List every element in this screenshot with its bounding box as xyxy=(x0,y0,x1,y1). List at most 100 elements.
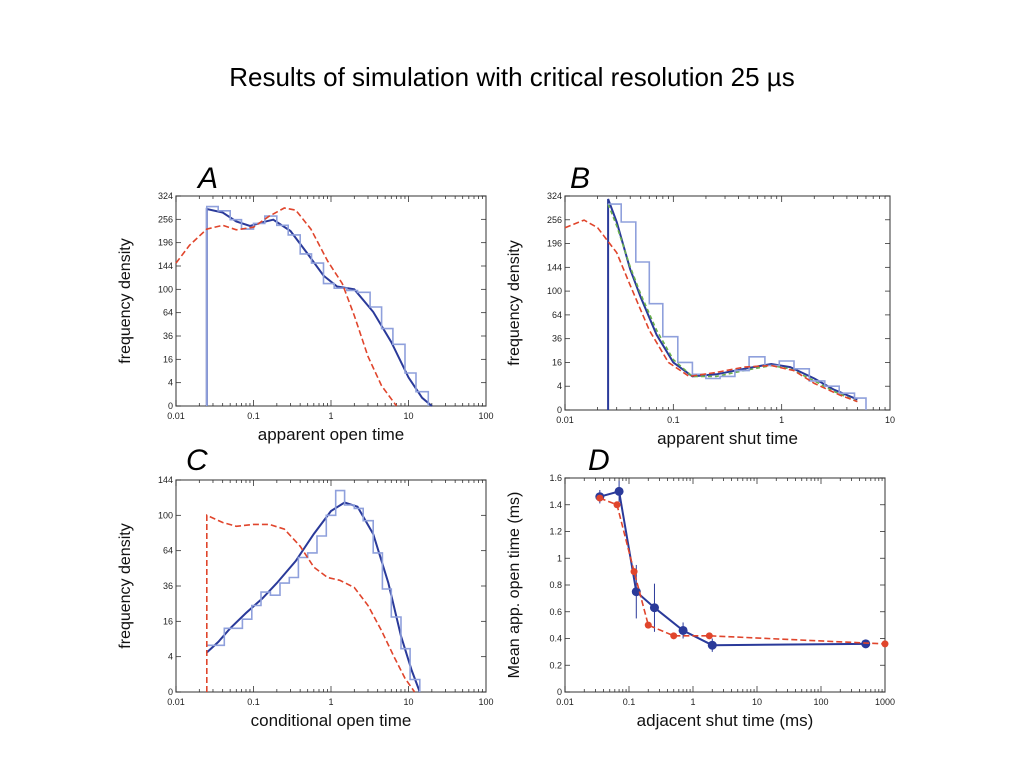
y-tick-label: 1.2 xyxy=(549,527,562,537)
y-tick-label: 0.6 xyxy=(549,607,562,617)
y-tick-label: 0 xyxy=(557,687,562,697)
y-axis-label: frequency density xyxy=(506,240,523,365)
y-tick-label: 4 xyxy=(168,378,173,388)
y-tick-label: 196 xyxy=(547,239,562,249)
y-tick-label: 0 xyxy=(168,401,173,411)
x-axis-label: conditional open time xyxy=(251,711,412,730)
y-tick-label: 0.4 xyxy=(549,634,562,644)
series-ideal xyxy=(564,219,858,403)
x-axis-label: adjacent shut time (ms) xyxy=(637,711,814,730)
x-axis-label: apparent shut time xyxy=(657,429,798,448)
data-point xyxy=(631,587,641,597)
data-point xyxy=(707,640,717,650)
panel-b: B0.01 0.1 1 1004163664100144196256324appare… xyxy=(506,162,895,448)
x-tick-label: 0.01 xyxy=(556,415,574,425)
y-tick-label: 64 xyxy=(163,308,173,318)
y-axis-label: frequency density xyxy=(117,238,134,363)
y-tick-label: 1.6 xyxy=(549,473,562,483)
data-point xyxy=(861,639,871,649)
data-point xyxy=(881,640,889,648)
x-tick-label: 100 xyxy=(478,411,493,421)
x-tick-label: 10 xyxy=(752,697,762,707)
y-tick-label: 324 xyxy=(158,191,173,201)
y-tick-label: 256 xyxy=(158,214,173,224)
x-tick-label: 10 xyxy=(403,411,413,421)
series-green xyxy=(607,203,858,403)
x-tick-label: 0.01 xyxy=(167,697,185,707)
data-point xyxy=(705,632,713,640)
y-tick-label: 1 xyxy=(557,553,562,563)
y-tick-label: 64 xyxy=(163,546,173,556)
y-tick-label: 4 xyxy=(557,381,562,391)
y-tick-label: 100 xyxy=(547,286,562,296)
x-tick-label: 0.1 xyxy=(247,411,260,421)
y-tick-label: 144 xyxy=(547,262,562,272)
series-fit xyxy=(599,490,866,647)
y-tick-label: 144 xyxy=(158,475,173,485)
series-fit xyxy=(205,207,433,407)
y-tick-label: 144 xyxy=(158,261,173,271)
y-tick-label: 16 xyxy=(163,616,173,626)
y-tick-label: 0 xyxy=(557,405,562,415)
x-tick-label: 1 xyxy=(328,697,333,707)
y-tick-label: 0.8 xyxy=(549,580,562,590)
y-tick-label: 4 xyxy=(168,652,173,662)
data-point xyxy=(613,501,621,509)
panel-d: D 0.01 0.1 1 10 100 1000 0 0.2 0.4 0.6 0.8 1 1.2 1.4 1.… xyxy=(506,444,895,730)
panel-label: C xyxy=(186,444,208,477)
x-tick-label: 100 xyxy=(813,697,828,707)
data-point xyxy=(644,621,652,629)
y-tick-label: 0.2 xyxy=(549,660,562,670)
y-tick-label: 1.4 xyxy=(549,500,562,510)
x-tick-label: 0.01 xyxy=(556,697,574,707)
x-tick-label: 10 xyxy=(403,697,413,707)
x-tick-label: 0.1 xyxy=(247,697,260,707)
data-point xyxy=(649,603,659,613)
x-tick-label: 0.1 xyxy=(623,697,636,707)
series-ideal xyxy=(206,514,416,693)
y-tick-label: 100 xyxy=(158,510,173,520)
y-tick-label: 0 xyxy=(168,687,173,697)
y-tick-label: 16 xyxy=(552,357,562,367)
y-tick-label: 36 xyxy=(552,334,562,344)
panel-label: D xyxy=(588,444,610,477)
x-tick-label: 1 xyxy=(690,697,695,707)
y-tick-label: 256 xyxy=(547,215,562,225)
panel-a: A 0.01 0.1 1 10 100 0 4 16 36 64 100 144 196 256 324 app… xyxy=(117,162,494,444)
x-tick-label: 10 xyxy=(885,415,895,425)
data-point xyxy=(630,568,638,576)
x-tick-label: 1 xyxy=(779,415,784,425)
series-hist xyxy=(206,205,430,406)
panel-label: B xyxy=(570,162,590,195)
x-axis-label: apparent open time xyxy=(258,425,405,444)
series-hist xyxy=(206,489,421,692)
series-fit xyxy=(206,501,421,693)
data-point xyxy=(596,494,604,502)
series-hist xyxy=(608,203,867,410)
y-tick-label: 16 xyxy=(163,354,173,364)
series-ideal xyxy=(175,207,398,407)
series-ideal xyxy=(599,497,886,645)
data-point xyxy=(614,486,624,496)
panel-c: C 0.01 0.1 1 10 100 0 4 16 36 64 100 144 conditional … xyxy=(117,444,494,730)
data-point xyxy=(670,632,678,640)
y-axis-label: frequency density xyxy=(117,523,134,648)
plot-frame xyxy=(175,195,487,407)
slide-title: Results of simulation with critical reso… xyxy=(229,62,795,92)
x-tick-label: 0.01 xyxy=(167,411,185,421)
y-tick-label: 324 xyxy=(547,191,562,201)
y-tick-label: 36 xyxy=(163,581,173,591)
y-tick-label: 100 xyxy=(158,284,173,294)
x-tick-label: 100 xyxy=(478,697,493,707)
y-tick-label: 64 xyxy=(552,310,562,320)
panel-label: A xyxy=(196,162,218,195)
y-tick-label: 36 xyxy=(163,331,173,341)
x-tick-label: 0.1 xyxy=(667,415,680,425)
x-tick-label: 1 xyxy=(328,411,333,421)
y-tick-label: 196 xyxy=(158,238,173,248)
plot-frame xyxy=(564,477,886,693)
x-tick-label: 1000 xyxy=(875,697,895,707)
plot-frame xyxy=(564,195,891,411)
data-point xyxy=(678,625,688,635)
